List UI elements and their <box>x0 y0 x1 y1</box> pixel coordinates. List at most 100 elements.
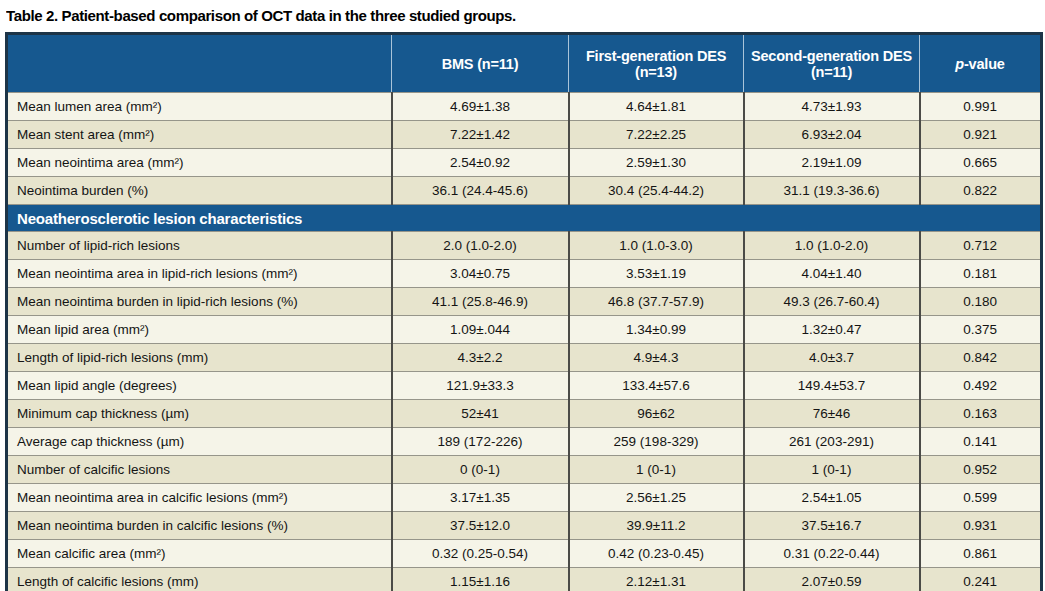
value-bms: 37.5±12.0 <box>392 512 569 540</box>
value-des2: 76±46 <box>744 400 920 428</box>
table-row: Mean lumen area (mm²) 4.69±1.38 4.64±1.8… <box>7 93 1042 121</box>
value-bms: 3.04±0.75 <box>392 260 569 288</box>
table-row: Mean stent area (mm²) 7.22±1.42 7.22±2.2… <box>7 121 1042 149</box>
value-bms: 189 (172-226) <box>392 428 569 456</box>
row-label: Number of lipid-rich lesions <box>7 232 392 260</box>
value-bms: 36.1 (24.4-45.6) <box>392 177 569 205</box>
section-header-row: Neoatherosclerotic lesion characteristic… <box>7 205 1042 232</box>
table-row: Mean calcific area (mm²) 0.32 (0.25-0.54… <box>7 540 1042 568</box>
value-des2: 31.1 (19.3-36.6) <box>744 177 920 205</box>
value-pvalue: 0.931 <box>920 512 1042 540</box>
value-bms: 4.69±1.38 <box>392 93 569 121</box>
value-pvalue: 0.665 <box>920 149 1042 177</box>
value-bms: 2.0 (1.0-2.0) <box>392 232 569 260</box>
value-pvalue: 0.991 <box>920 93 1042 121</box>
value-des2: 1.0 (1.0-2.0) <box>744 232 920 260</box>
row-label: Number of calcific lesions <box>7 456 392 484</box>
value-des2: 37.5±16.7 <box>744 512 920 540</box>
row-label: Mean calcific area (mm²) <box>7 540 392 568</box>
value-des1: 39.9±11.2 <box>569 512 744 540</box>
table-header: BMS (n=11) First-generation DES (n=13) S… <box>7 34 1042 93</box>
value-des2: 2.54±1.05 <box>744 484 920 512</box>
value-bms: 41.1 (25.8-46.9) <box>392 288 569 316</box>
value-des1: 259 (198-329) <box>569 428 744 456</box>
value-bms: 0.32 (0.25-0.54) <box>392 540 569 568</box>
value-pvalue: 0.712 <box>920 232 1042 260</box>
value-bms: 1.15±1.16 <box>392 568 569 591</box>
table-row: Mean lipid area (mm²) 1.09±.044 1.34±0.9… <box>7 316 1042 344</box>
value-des2: 1.32±0.47 <box>744 316 920 344</box>
table-row: Minimum cap thickness (µm) 52±41 96±62 7… <box>7 400 1042 428</box>
value-des2: 4.73±1.93 <box>744 93 920 121</box>
oct-comparison-table: BMS (n=11) First-generation DES (n=13) S… <box>5 32 1043 591</box>
value-des2: 261 (203-291) <box>744 428 920 456</box>
table-row: Mean neointima area in calcific lesions … <box>7 484 1042 512</box>
row-label: Mean neointima area in lipid-rich lesion… <box>7 260 392 288</box>
value-pvalue: 0.180 <box>920 288 1042 316</box>
value-bms: 1.09±.044 <box>392 316 569 344</box>
value-pvalue: 0.181 <box>920 260 1042 288</box>
value-des1: 1 (0-1) <box>569 456 744 484</box>
value-des2: 1 (0-1) <box>744 456 920 484</box>
table-row: Mean neointima burden in calcific lesion… <box>7 512 1042 540</box>
value-des2: 0.31 (0.22-0.44) <box>744 540 920 568</box>
row-label: Neointima burden (%) <box>7 177 392 205</box>
value-des1: 30.4 (25.4-44.2) <box>569 177 744 205</box>
table-row: Number of lipid-rich lesions 2.0 (1.0-2.… <box>7 232 1042 260</box>
value-des2: 149.4±53.7 <box>744 372 920 400</box>
value-des1: 2.56±1.25 <box>569 484 744 512</box>
value-des1: 0.42 (0.23-0.45) <box>569 540 744 568</box>
value-des1: 4.9±4.3 <box>569 344 744 372</box>
value-pvalue: 0.842 <box>920 344 1042 372</box>
table-row: Mean neointima burden in lipid-rich lesi… <box>7 288 1042 316</box>
value-bms: 4.3±2.2 <box>392 344 569 372</box>
row-label: Mean neointima area (mm²) <box>7 149 392 177</box>
row-label: Length of calcific lesions (mm) <box>7 568 392 591</box>
row-label: Mean neointima burden in lipid-rich lesi… <box>7 288 392 316</box>
row-label: Mean neointima burden in calcific lesion… <box>7 512 392 540</box>
value-pvalue: 0.952 <box>920 456 1042 484</box>
section-header-label: Neoatherosclerotic lesion characteristic… <box>7 205 1042 232</box>
value-bms: 52±41 <box>392 400 569 428</box>
table-body: Mean lumen area (mm²) 4.69±1.38 4.64±1.8… <box>7 93 1042 591</box>
header-cell-pvalue: p-value <box>920 34 1042 93</box>
value-des1: 4.64±1.81 <box>569 93 744 121</box>
table-row: Length of calcific lesions (mm) 1.15±1.1… <box>7 568 1042 591</box>
header-cell-des2: Second-generation DES (n=11) <box>744 34 920 93</box>
row-label: Length of lipid-rich lesions (mm) <box>7 344 392 372</box>
header-cell-empty <box>7 34 392 93</box>
row-label: Mean stent area (mm²) <box>7 121 392 149</box>
table-row: Average cap thickness (µm) 189 (172-226)… <box>7 428 1042 456</box>
value-pvalue: 0.822 <box>920 177 1042 205</box>
value-des2: 49.3 (26.7-60.4) <box>744 288 920 316</box>
header-cell-bms: BMS (n=11) <box>392 34 569 93</box>
table-row: Length of lipid-rich lesions (mm) 4.3±2.… <box>7 344 1042 372</box>
value-bms: 2.54±0.92 <box>392 149 569 177</box>
value-des1: 2.59±1.30 <box>569 149 744 177</box>
value-pvalue: 0.141 <box>920 428 1042 456</box>
value-des1: 1.34±0.99 <box>569 316 744 344</box>
value-pvalue: 0.921 <box>920 121 1042 149</box>
value-des1: 3.53±1.19 <box>569 260 744 288</box>
value-pvalue: 0.163 <box>920 400 1042 428</box>
table-row: Mean neointima area (mm²) 2.54±0.92 2.59… <box>7 149 1042 177</box>
value-des1: 46.8 (37.7-57.9) <box>569 288 744 316</box>
value-pvalue: 0.492 <box>920 372 1042 400</box>
value-bms: 121.9±33.3 <box>392 372 569 400</box>
value-pvalue: 0.599 <box>920 484 1042 512</box>
value-des2: 2.07±0.59 <box>744 568 920 591</box>
row-label: Mean neointima area in calcific lesions … <box>7 484 392 512</box>
row-label: Mean lipid area (mm²) <box>7 316 392 344</box>
value-des1: 133.4±57.6 <box>569 372 744 400</box>
table-row: Mean neointima area in lipid-rich lesion… <box>7 260 1042 288</box>
value-des2: 2.19±1.09 <box>744 149 920 177</box>
header-row: BMS (n=11) First-generation DES (n=13) S… <box>7 34 1042 93</box>
pvalue-rest: -value <box>964 56 1005 72</box>
value-bms: 3.17±1.35 <box>392 484 569 512</box>
row-label: Mean lipid angle (degrees) <box>7 372 392 400</box>
value-des1: 1.0 (1.0-3.0) <box>569 232 744 260</box>
table-row: Mean lipid angle (degrees) 121.9±33.3 13… <box>7 372 1042 400</box>
table-row: Neointima burden (%) 36.1 (24.4-45.6) 30… <box>7 177 1042 205</box>
value-des2: 4.0±3.7 <box>744 344 920 372</box>
value-des1: 7.22±2.25 <box>569 121 744 149</box>
